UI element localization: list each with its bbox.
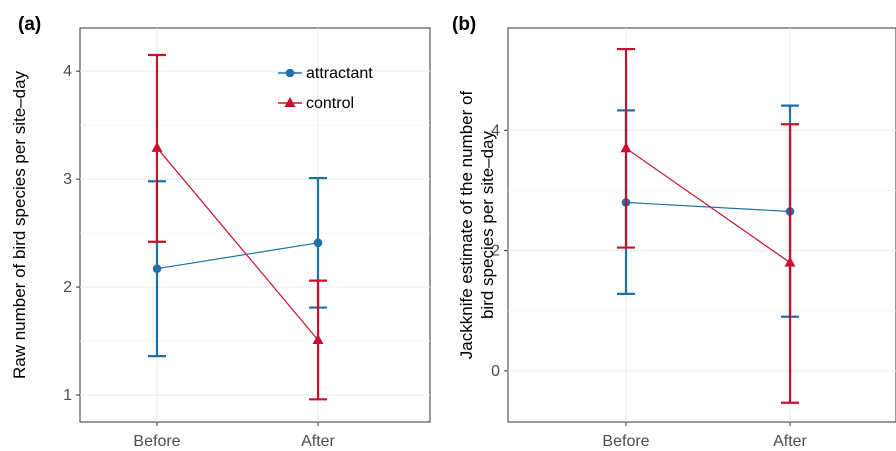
legend-label: attractant: [306, 65, 373, 82]
series-line-attractant: [625, 201, 791, 213]
y-tick-label: 0: [491, 363, 500, 380]
x-tick-label: Before: [602, 433, 649, 450]
y-tick-label: 3: [63, 171, 72, 188]
point-attractant: [152, 264, 162, 274]
y-tick-label: 1: [63, 387, 72, 404]
panel-b: 0 2 4 Before After (b) Jackknife estimate of t…: [452, 14, 896, 450]
y-axis-title-line: bird species per site–day: [478, 130, 497, 319]
legend-key-marker-control: [284, 97, 296, 107]
y-axis-title: Raw number of bird species per site–day: [10, 70, 29, 379]
panel-label: (a): [18, 14, 41, 35]
plot-area: [79, 27, 431, 423]
x-tick-label: After: [773, 433, 807, 450]
point-control: [151, 141, 163, 152]
plot-area: [507, 27, 896, 423]
y-axis-title: Jackknife estimate of the number of bird …: [457, 91, 497, 360]
y-tick-label: 4: [491, 122, 500, 139]
y-axis-title-line: Jackknife estimate of the number of: [457, 91, 476, 360]
series-line-attractant: [156, 242, 319, 270]
y-tick-label: 2: [491, 243, 500, 260]
x-tick-label: Before: [133, 433, 180, 450]
point-control: [620, 142, 632, 153]
y-tick-label: 2: [63, 279, 72, 296]
x-tick-label: After: [301, 433, 335, 450]
point-attractant: [313, 238, 323, 248]
panel-label: (b): [452, 14, 476, 35]
point-control: [784, 256, 796, 267]
y-tick-label: 4: [63, 63, 72, 80]
panel-a: 1 2 3 4 Before After (a) Raw number of bird spe…: [10, 14, 431, 450]
series-line-control: [156, 147, 319, 341]
point-control: [312, 333, 324, 344]
legend-label: control: [306, 95, 354, 112]
legend-key-marker-attractant: [285, 68, 295, 78]
series-line-control: [625, 147, 791, 264]
